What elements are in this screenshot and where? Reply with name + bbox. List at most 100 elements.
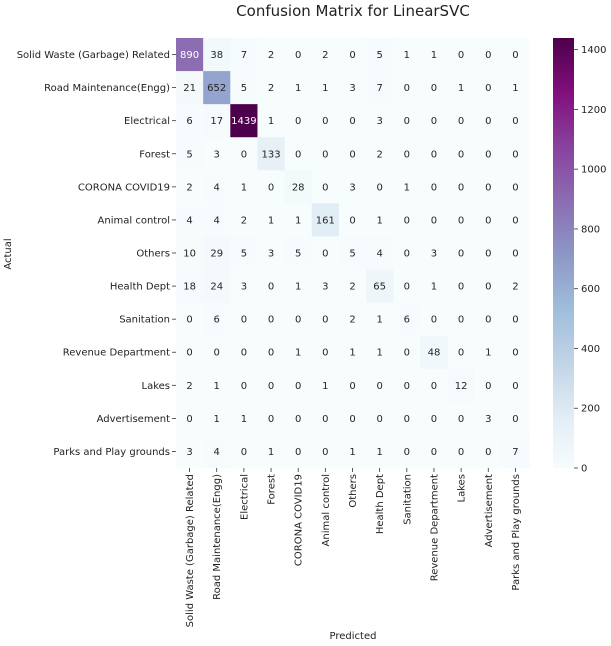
cell-value: 0: [485, 182, 491, 193]
y-tick-label: Forest: [139, 149, 170, 160]
cell-value: 0: [404, 381, 410, 392]
cell-value: 0: [458, 249, 464, 260]
cell-value: 1: [322, 83, 328, 94]
heatmap-cell: [230, 368, 258, 403]
heatmap-cell: [203, 71, 231, 105]
y-tick-label: Road Maintenance(Engg): [44, 83, 170, 94]
heatmap-cell: [284, 104, 313, 138]
cell-value: 0: [268, 282, 274, 293]
heatmap-cell: [203, 203, 231, 237]
y-tick-label: Animal control: [98, 215, 170, 226]
cell-value: 1: [241, 414, 247, 425]
cell-value: 10: [183, 249, 196, 260]
cell-value: 1: [268, 215, 274, 226]
cell-value: 0: [349, 50, 355, 61]
heatmap-cell: [203, 170, 231, 204]
cell-value: 5: [349, 249, 355, 260]
heatmap-cell: [501, 269, 530, 304]
y-tick-label: Health Dept: [110, 282, 170, 293]
cell-value: 0: [295, 116, 301, 127]
heatmap-cell: [393, 302, 421, 337]
heatmap-cell: [311, 104, 340, 138]
heatmap-cell: [257, 434, 286, 469]
heatmap-cell: [447, 302, 476, 337]
heatmap-cell: [257, 368, 286, 403]
heatmap-cell: [203, 104, 231, 138]
cell-value: 0: [485, 282, 491, 293]
cell-value: 1: [295, 215, 301, 226]
heatmap-cell: [501, 71, 530, 105]
x-tick-label: Forest: [267, 474, 278, 505]
cell-value: 0: [512, 50, 518, 61]
heatmap-cell: [230, 104, 258, 138]
heatmap-cell: [420, 137, 449, 171]
cell-value: 2: [268, 50, 274, 61]
cell-value: 2: [349, 315, 355, 326]
cell-value: 0: [349, 381, 355, 392]
y-tick-label: Others: [136, 249, 170, 260]
colorbar-tick-label: 1000: [581, 165, 606, 176]
cell-value: 1: [295, 83, 301, 94]
heatmap-cell: [474, 38, 503, 72]
heatmap-cell: [311, 71, 340, 105]
cell-value: 0: [376, 414, 382, 425]
heatmap-cell: [176, 302, 204, 337]
y-tick-label: Advertisement: [97, 414, 170, 425]
heatmap-cell: [447, 170, 476, 204]
cell-value: 0: [186, 414, 192, 425]
y-tick-label: Sanitation: [119, 315, 170, 326]
colorbar-tick-label: 1200: [581, 105, 606, 116]
x-tick-label: Health Dept: [375, 474, 386, 534]
heatmap-cell: [284, 170, 313, 204]
heatmap-cell: [338, 71, 367, 105]
cell-value: 0: [512, 116, 518, 127]
cell-value: 133: [261, 149, 280, 160]
y-axis-label: Actual: [3, 238, 14, 269]
cell-value: 0: [322, 315, 328, 326]
cell-value: 4: [214, 447, 220, 458]
heatmap-cell: [474, 368, 503, 403]
cell-value: 0: [214, 348, 220, 359]
cell-value: 0: [458, 348, 464, 359]
cell-value: 1: [268, 116, 274, 127]
cell-value: 0: [485, 249, 491, 260]
heatmap-cell: [501, 104, 530, 138]
cell-value: 0: [512, 381, 518, 392]
cell-value: 1: [241, 182, 247, 193]
heatmap-cell: [338, 104, 367, 138]
heatmap-cell: [447, 368, 476, 403]
x-tick-labels: Solid Waste (Garbage) Related Road Mainte…: [185, 468, 522, 627]
colorbar-tick-label: 800: [581, 224, 600, 235]
heatmap-cell: [393, 203, 421, 237]
cell-value: 0: [349, 215, 355, 226]
cell-value: 3: [485, 414, 491, 425]
cell-value: 0: [404, 116, 410, 127]
cell-value: 5: [241, 249, 247, 260]
heatmap-cell: [366, 170, 394, 204]
y-tick-label: Electrical: [124, 116, 170, 127]
heatmap-cell: [393, 38, 421, 72]
heatmap-cell: [230, 38, 258, 72]
cell-value: 5: [295, 249, 301, 260]
cell-value: 0: [186, 348, 192, 359]
heatmap-cell: [311, 269, 340, 304]
heatmap-cell: [176, 236, 204, 271]
heatmap-cell: [230, 203, 258, 237]
cell-value: 1: [376, 215, 382, 226]
heatmap-cell: [393, 137, 421, 171]
cell-value: 3: [186, 447, 192, 458]
cell-value: 0: [485, 83, 491, 94]
colorbar-tick-label: 0: [581, 464, 587, 475]
x-tick-label: Electrical: [239, 474, 250, 520]
x-tick-label: Others: [348, 474, 359, 508]
heatmap-cell: [447, 236, 476, 271]
heatmap-cell: [203, 434, 231, 469]
cell-value: 1: [295, 282, 301, 293]
heatmap-cell: [230, 236, 258, 271]
cell-value: 48: [428, 348, 441, 359]
heatmap-cell: [230, 434, 258, 469]
cell-value: 2: [268, 83, 274, 94]
heatmap-cell: [393, 434, 421, 469]
y-tick-label: Lakes: [142, 381, 171, 392]
